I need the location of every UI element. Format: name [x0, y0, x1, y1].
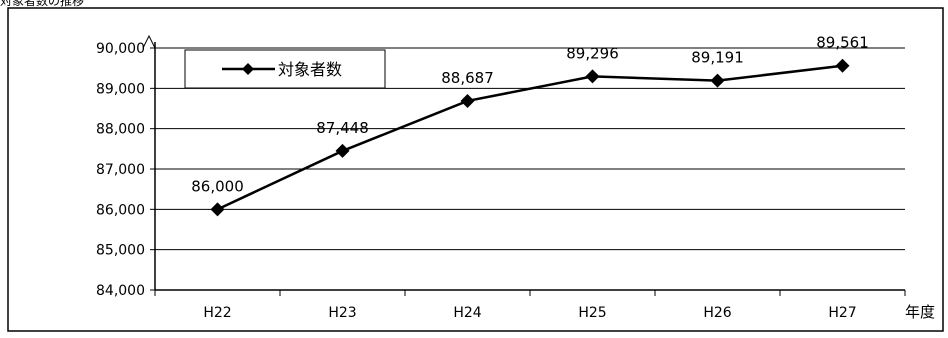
data-labels: 86,000 87,448 88,687 89,296 89,191 89,561: [191, 34, 869, 196]
y-tick-labels: 84,000 85,000 86,000 87,000 88,000 89,000 90,0…: [96, 41, 145, 299]
data-label: 87,448: [316, 119, 369, 137]
y-tick-label: 85,000: [96, 243, 145, 259]
y-tick-label: 84,000: [96, 283, 145, 299]
legend-box: [184, 49, 386, 89]
y-tick-label: 89,000: [96, 81, 145, 97]
y-tick-label: 88,000: [96, 122, 145, 138]
x-tick-labels: H22 H23 H24 H25 H26 H27: [154, 290, 906, 321]
x-axis-label: 年度: [905, 303, 935, 321]
data-label: 86,000: [191, 177, 244, 195]
y-tick-label: 86,000: [96, 202, 145, 218]
data-point: [335, 143, 350, 158]
data-label: 89,561: [816, 34, 869, 52]
x-tick-label: H26: [703, 305, 731, 321]
legend-entry: 対象者数: [278, 60, 342, 79]
x-tick-label: H27: [828, 305, 856, 321]
gridlines: [150, 47, 905, 291]
series-line: [216, 64, 843, 211]
data-point: [210, 202, 225, 217]
x-tick-label: H23: [328, 305, 356, 321]
data-label: 88,687: [441, 69, 494, 87]
axis-break-mark: [142, 34, 156, 49]
x-tick-label: H22: [203, 305, 231, 321]
data-point: [460, 93, 475, 108]
series-layer: [210, 58, 850, 217]
legend: 対象者数: [184, 49, 386, 89]
data-label: 89,191: [691, 49, 744, 67]
data-label: 89,296: [566, 44, 619, 62]
x-tick-label: H25: [578, 305, 606, 321]
data-point: [835, 58, 850, 73]
data-point: [585, 69, 600, 84]
x-tick-label: H24: [453, 305, 481, 321]
chart-caption: 対象者数の推移: [0, 0, 85, 8]
data-point: [710, 73, 725, 88]
y-tick-label: 87,000: [96, 162, 145, 178]
y-tick-label: 90,000: [96, 41, 145, 57]
chart-frame: [7, 7, 944, 332]
legend-marker: [242, 63, 254, 75]
